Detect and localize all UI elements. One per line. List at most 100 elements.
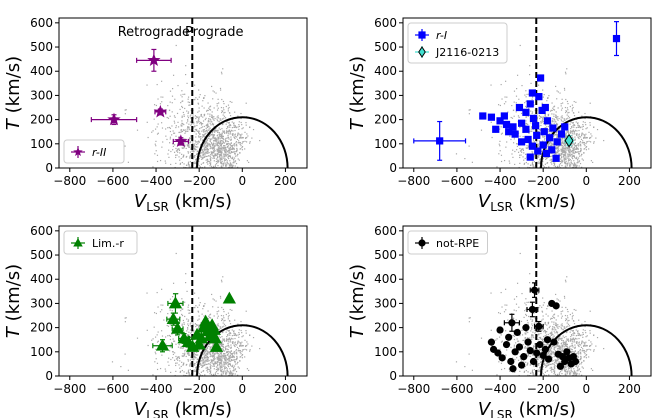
background-point	[239, 152, 241, 154]
background-point	[203, 115, 206, 117]
background-point	[218, 142, 220, 144]
background-point	[571, 134, 573, 137]
background-point	[585, 141, 588, 143]
background-point	[556, 90, 558, 92]
background-point	[231, 151, 233, 154]
background-point	[212, 306, 214, 308]
x-tick-label: −800	[53, 174, 86, 188]
background-point	[156, 368, 159, 371]
background-point	[560, 328, 563, 330]
background-point	[175, 252, 177, 255]
background-point	[584, 329, 586, 332]
background-point	[556, 123, 558, 125]
background-point	[205, 149, 207, 151]
background-point	[235, 370, 238, 373]
background-point	[557, 91, 559, 93]
background-point	[554, 165, 557, 168]
background-point	[585, 332, 587, 334]
background-point	[179, 347, 181, 349]
background-point	[228, 357, 230, 359]
background-point	[542, 117, 544, 119]
legend-label: J2116-0213	[435, 46, 499, 59]
background-point	[231, 309, 233, 311]
background-point	[510, 138, 512, 141]
background-point	[574, 164, 576, 166]
background-point	[247, 135, 249, 137]
background-point	[581, 340, 583, 342]
background-point	[579, 140, 582, 143]
background-point	[548, 95, 550, 97]
background-point	[575, 309, 577, 311]
background-point	[563, 154, 566, 156]
background-point	[228, 125, 230, 127]
background-point	[558, 145, 561, 147]
background-point	[573, 162, 575, 165]
background-point	[182, 154, 185, 157]
background-point	[218, 121, 220, 123]
background-point	[235, 126, 237, 128]
background-point	[194, 323, 196, 325]
background-point	[580, 150, 582, 152]
background-point	[238, 367, 240, 369]
background-point	[561, 138, 563, 140]
background-point	[211, 151, 214, 153]
background-point	[185, 281, 187, 284]
background-point	[519, 150, 522, 152]
background-point	[215, 143, 217, 145]
background-point	[200, 357, 202, 359]
background-point	[212, 166, 215, 168]
background-point	[198, 132, 200, 134]
background-point	[570, 372, 572, 374]
background-point	[222, 137, 224, 140]
background-point	[234, 345, 236, 347]
background-point	[574, 165, 576, 167]
background-point	[565, 367, 567, 369]
background-point	[568, 367, 570, 369]
background-point	[565, 149, 567, 151]
background-point	[200, 136, 202, 138]
background-point	[553, 115, 555, 117]
background-point	[219, 366, 221, 369]
background-point	[216, 152, 218, 155]
background-point	[603, 347, 605, 350]
data-point	[153, 104, 168, 118]
background-point	[585, 357, 588, 359]
background-point	[557, 346, 559, 348]
background-point	[540, 349, 542, 351]
background-point	[215, 158, 218, 160]
background-point	[154, 336, 157, 338]
background-point	[520, 320, 523, 323]
background-point	[136, 129, 139, 131]
background-point	[543, 166, 545, 168]
background-point	[223, 350, 226, 352]
background-point	[213, 149, 215, 151]
background-point	[531, 328, 533, 330]
background-point	[572, 122, 574, 124]
background-point	[516, 88, 518, 90]
background-point	[192, 322, 194, 324]
data-point	[546, 134, 554, 142]
background-point	[547, 115, 550, 117]
legend: Lim.-r	[63, 230, 138, 255]
background-point	[202, 123, 204, 125]
background-point	[169, 309, 171, 311]
background-point	[184, 350, 186, 352]
background-point	[510, 116, 512, 119]
background-point	[179, 370, 182, 372]
background-point	[201, 126, 204, 128]
background-point	[558, 358, 560, 360]
background-point	[545, 334, 548, 336]
x-tick-label: −800	[397, 174, 430, 188]
background-point	[209, 158, 211, 160]
background-point	[565, 146, 567, 148]
background-point	[204, 141, 207, 143]
background-point	[211, 114, 213, 116]
background-point	[188, 157, 191, 159]
background-point	[531, 111, 534, 113]
background-point	[551, 163, 553, 165]
background-point	[576, 133, 578, 135]
background-point	[558, 117, 560, 120]
background-point	[241, 349, 244, 351]
background-point	[229, 347, 232, 349]
background-point	[198, 368, 200, 371]
